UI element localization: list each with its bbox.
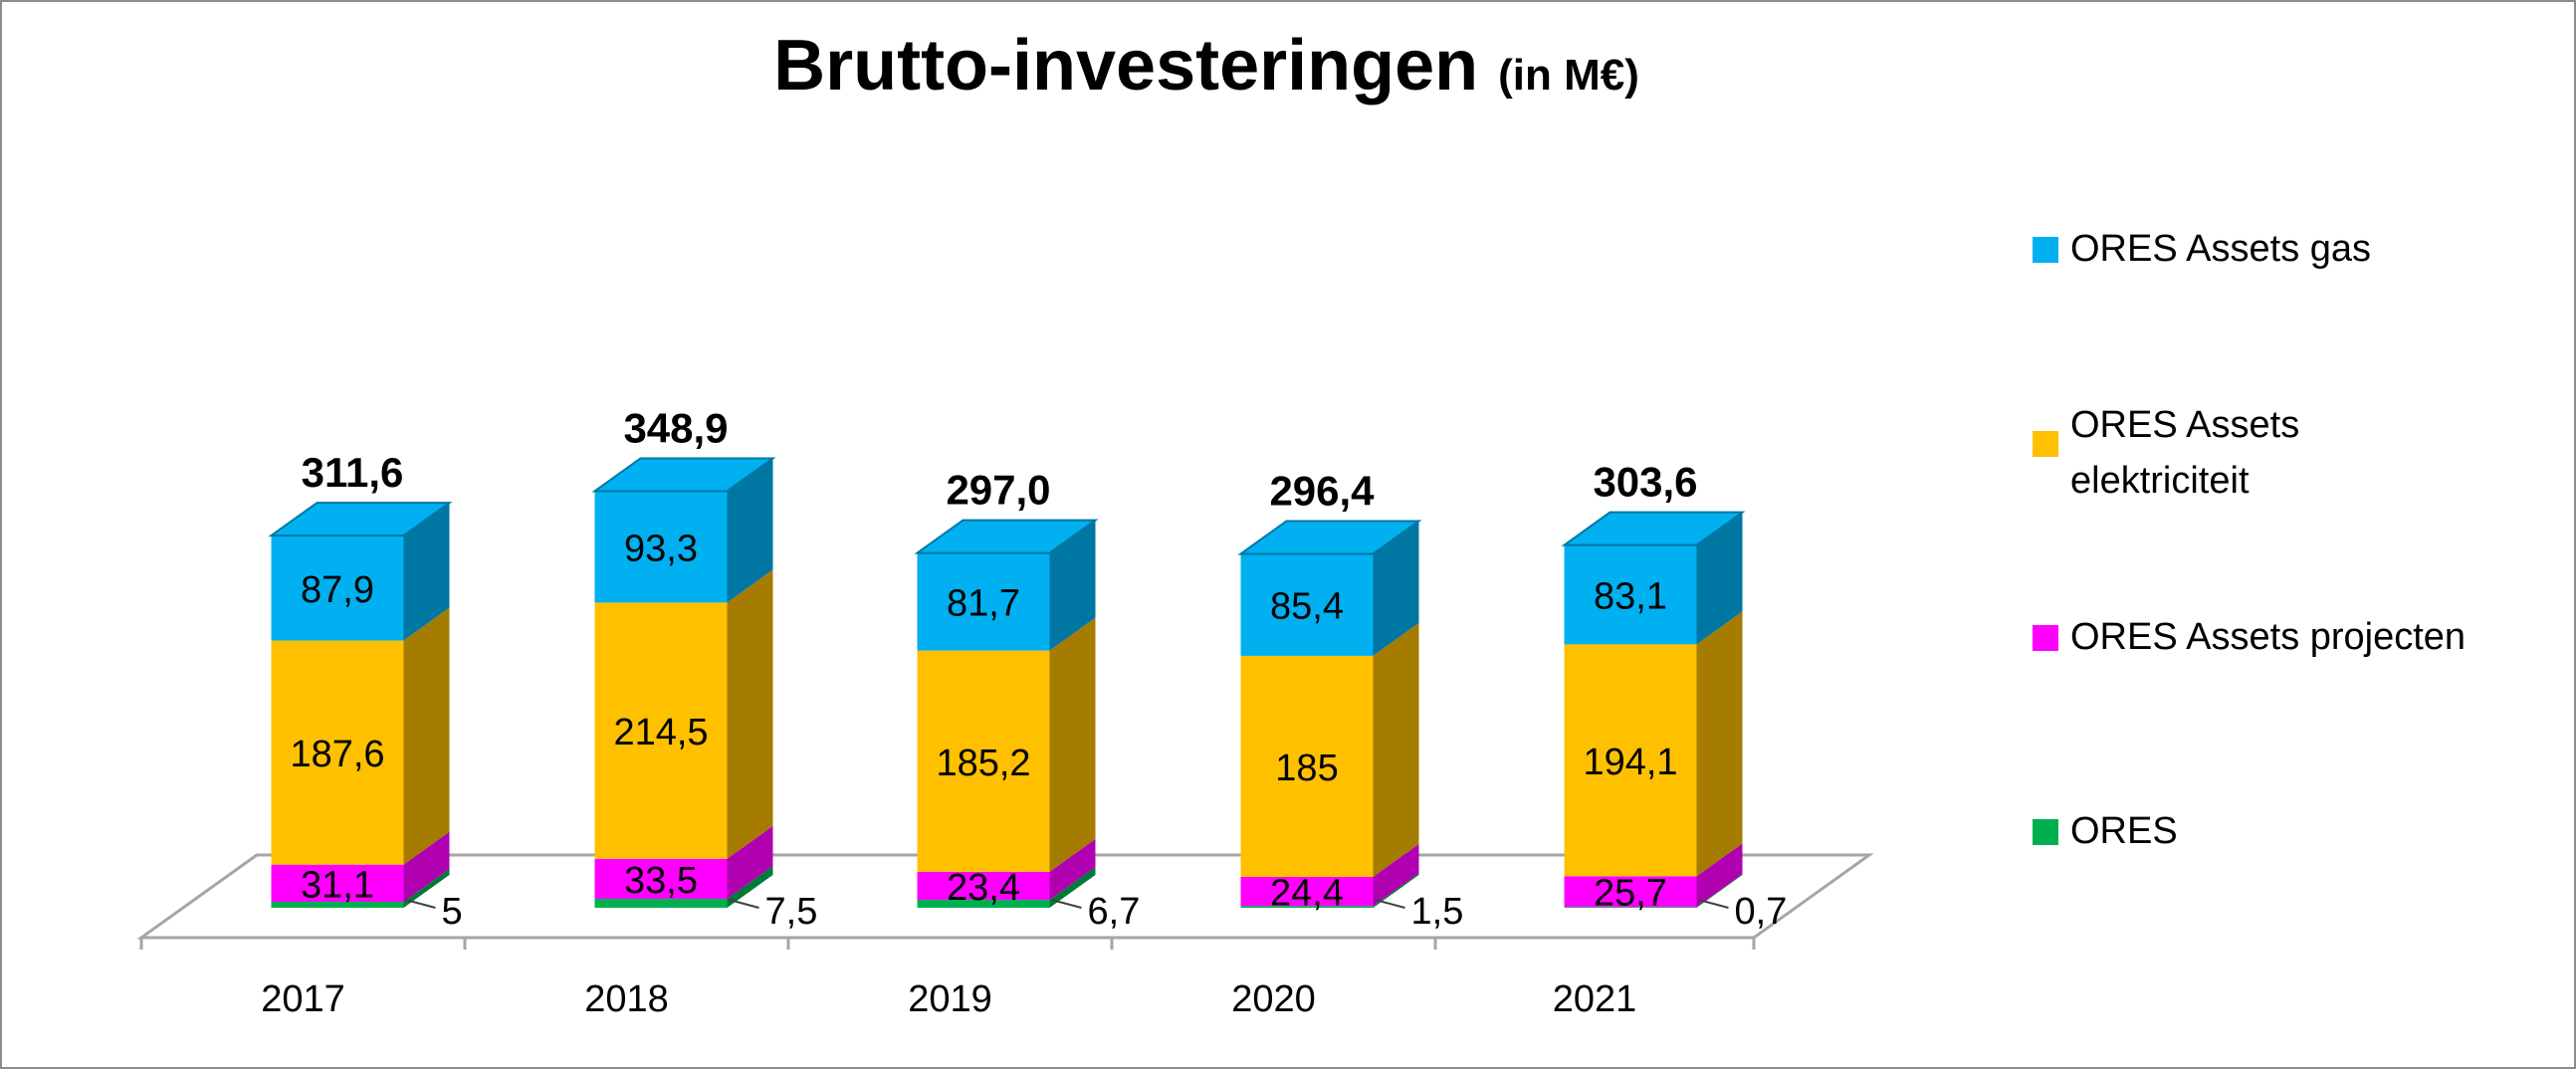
bar-ores-2017 bbox=[271, 902, 404, 908]
label-ores-assets-gas-2019: 81,7 bbox=[947, 583, 1020, 625]
bar-ores-assets-elektriciteit-2021 bbox=[1564, 644, 1697, 877]
total-2017: 311,6 bbox=[302, 449, 404, 496]
x-axis-ticks: 2017 2018 2019 2020 2021 bbox=[261, 978, 1636, 1020]
chart-data-labels: 5 31,1 187,6 87,9 311,6 7,5 33,5 214,5 93,3 348,9… bbox=[290, 404, 1787, 933]
x-tick-2020: 2020 bbox=[1231, 978, 1316, 1020]
bar-top-2018 bbox=[591, 457, 776, 493]
legend-swatch-ores-assets-elektriciteit bbox=[2033, 431, 2058, 457]
leader-ores-2020 bbox=[1375, 899, 1405, 909]
label-ores-assets-elektriciteit-2018: 214,5 bbox=[613, 712, 708, 753]
leader-ores-2017 bbox=[405, 899, 436, 909]
bar-side-ores-2018 bbox=[727, 866, 773, 908]
bar-top-2017 bbox=[268, 502, 453, 537]
bar-ores-assets-projecten-2020 bbox=[1240, 876, 1374, 907]
bar-ores-assets-projecten-2017 bbox=[271, 864, 404, 902]
label-ores-assets-projecten-2017: 31,1 bbox=[301, 864, 374, 906]
label-ores-assets-elektriciteit-2021: 194,1 bbox=[1583, 742, 1677, 783]
legend-label-line-2: elektriciteit bbox=[2070, 460, 2250, 502]
bar-ores-2021 bbox=[1564, 907, 1697, 908]
legend-label-ores-assets-elektriciteit: ORES Assets elektriciteit bbox=[2070, 404, 2299, 502]
chart-title-unit: (in M€) bbox=[1498, 51, 1639, 100]
chart-title-main: Brutto-investeringen bbox=[773, 26, 1478, 106]
bar-side-ores-2017 bbox=[403, 869, 450, 908]
x-tick-2021: 2021 bbox=[1553, 978, 1637, 1020]
bar-ores-assets-projecten-2019 bbox=[917, 871, 1050, 900]
bar-side-ores-assets-elektriciteit-2018 bbox=[727, 569, 773, 859]
bar-ores-2020 bbox=[1240, 906, 1374, 908]
bar-ores-assets-gas-2018 bbox=[594, 491, 728, 603]
legend-label-line-1: ORES Assets bbox=[2070, 404, 2299, 446]
label-ores-2017: 5 bbox=[442, 891, 463, 933]
label-ores-2018: 7,5 bbox=[765, 891, 818, 933]
label-ores-2020: 1,5 bbox=[1411, 891, 1464, 933]
label-ores-assets-gas-2021: 83,1 bbox=[1594, 576, 1667, 618]
bar-ores-assets-gas-2019 bbox=[917, 552, 1050, 651]
bar-side-ores-assets-gas-2017 bbox=[403, 503, 450, 641]
bar-side-ores-assets-gas-2019 bbox=[1049, 520, 1096, 651]
bar-side-ores-assets-gas-2021 bbox=[1696, 512, 1743, 645]
bar-top-2021 bbox=[1561, 511, 1746, 546]
bar-ores-assets-elektriciteit-2019 bbox=[917, 650, 1050, 872]
legend-label-ores-assets-projecten: ORES Assets projecten bbox=[2070, 616, 2466, 658]
bar-side-ores-assets-gas-2020 bbox=[1373, 521, 1419, 656]
bar-side-ores-assets-projecten-2017 bbox=[403, 831, 450, 902]
bar-side-ores-assets-projecten-2019 bbox=[1049, 838, 1096, 900]
bar-ores-assets-elektriciteit-2018 bbox=[594, 602, 728, 859]
bar-ores-assets-elektriciteit-2020 bbox=[1240, 655, 1374, 877]
bar-side-ores-assets-elektriciteit-2019 bbox=[1049, 617, 1096, 872]
label-ores-assets-elektriciteit-2020: 185 bbox=[1275, 748, 1338, 789]
leader-ores-2021 bbox=[1698, 899, 1729, 909]
bar-top-2019 bbox=[914, 519, 1099, 554]
x-tick-2018: 2018 bbox=[584, 978, 669, 1020]
label-ores-assets-projecten-2021: 25,7 bbox=[1594, 873, 1667, 915]
legend-label-ores-assets-gas: ORES Assets gas bbox=[2070, 228, 2371, 270]
total-2019: 297,0 bbox=[946, 467, 1050, 514]
leader-ores-2019 bbox=[1051, 899, 1082, 909]
legend-swatch-ores bbox=[2033, 819, 2058, 845]
bar-side-ores-assets-projecten-2021 bbox=[1696, 843, 1743, 908]
chart-title: Brutto-investeringen (in M€) bbox=[773, 26, 1639, 106]
total-2018: 348,9 bbox=[623, 404, 728, 451]
label-ores-assets-projecten-2018: 33,5 bbox=[624, 860, 698, 902]
label-ores-assets-gas-2017: 87,9 bbox=[301, 569, 374, 611]
label-ores-assets-projecten-2020: 24,4 bbox=[1270, 873, 1344, 915]
total-2020: 296,4 bbox=[1269, 467, 1375, 514]
bar-ores-assets-gas-2020 bbox=[1240, 553, 1374, 656]
bar-ores-assets-projecten-2018 bbox=[594, 858, 728, 899]
label-ores-2019: 6,7 bbox=[1088, 891, 1141, 933]
legend-label-ores: ORES bbox=[2070, 810, 2178, 852]
chart-bars bbox=[268, 457, 1746, 908]
bar-side-ores-2021 bbox=[1696, 874, 1743, 908]
label-ores-assets-elektriciteit-2017: 187,6 bbox=[290, 734, 384, 775]
legend-swatch-ores-assets-gas bbox=[2033, 237, 2058, 263]
bar-ores-assets-elektriciteit-2017 bbox=[271, 640, 404, 865]
bar-ores-assets-gas-2017 bbox=[271, 535, 404, 641]
bar-ores-assets-gas-2021 bbox=[1564, 544, 1697, 645]
bar-side-ores-2020 bbox=[1373, 873, 1419, 908]
x-tick-2017: 2017 bbox=[261, 978, 345, 1020]
label-ores-2021: 0,7 bbox=[1735, 891, 1788, 933]
bar-side-ores-assets-projecten-2020 bbox=[1373, 843, 1419, 907]
bar-side-ores-assets-elektriciteit-2017 bbox=[403, 607, 450, 865]
label-ores-assets-gas-2018: 93,3 bbox=[624, 528, 698, 569]
bar-ores-2019 bbox=[917, 899, 1050, 908]
label-ores-assets-gas-2020: 85,4 bbox=[1270, 586, 1344, 628]
bar-side-ores-assets-projecten-2018 bbox=[727, 825, 773, 899]
leader-ores-2018 bbox=[729, 899, 759, 909]
bar-side-ores-assets-gas-2018 bbox=[727, 458, 773, 603]
bar-ores-assets-projecten-2021 bbox=[1564, 876, 1697, 908]
total-2021: 303,6 bbox=[1593, 459, 1697, 506]
x-tick-2019: 2019 bbox=[908, 978, 992, 1020]
bar-ores-2018 bbox=[594, 899, 728, 908]
legend-swatch-ores-assets-projecten bbox=[2033, 625, 2058, 651]
label-ores-assets-elektriciteit-2019: 185,2 bbox=[936, 743, 1030, 784]
bar-top-2020 bbox=[1237, 520, 1422, 555]
bar-side-ores-assets-elektriciteit-2021 bbox=[1696, 611, 1743, 877]
bar-side-ores-assets-elektriciteit-2020 bbox=[1373, 622, 1419, 877]
bar-side-ores-2019 bbox=[1049, 866, 1096, 908]
label-ores-assets-projecten-2019: 23,4 bbox=[947, 867, 1020, 909]
